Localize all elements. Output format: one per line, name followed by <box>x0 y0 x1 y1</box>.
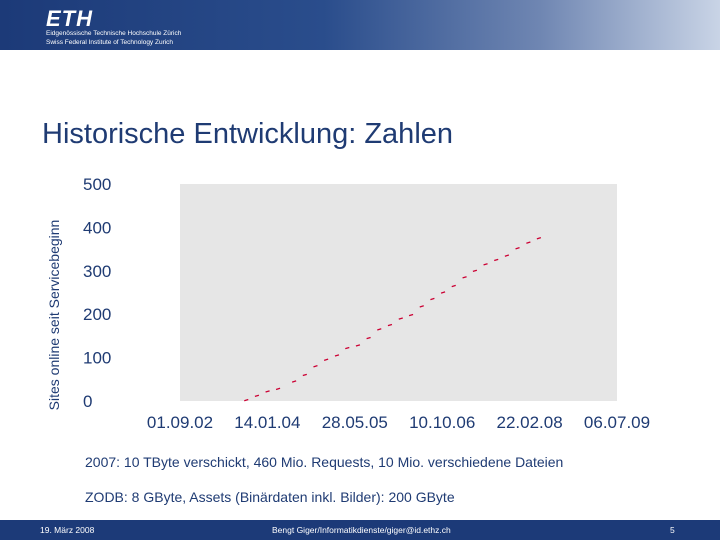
footer-bar: 19. März 2008 Bengt Giger/Informatikdien… <box>0 520 720 540</box>
data-point <box>254 394 260 398</box>
x-tick-label: 01.09.02 <box>147 413 213 432</box>
data-point <box>526 241 531 244</box>
data-point <box>313 365 318 368</box>
eth-logo: ETH <box>46 6 93 31</box>
x-tick-label: 28.05.05 <box>322 413 388 432</box>
footer-page-number: 5 <box>670 525 675 535</box>
y-tick-labels: 0 100 200 300 400 500 <box>83 175 111 411</box>
data-point <box>377 328 382 331</box>
y-tick-label: 500 <box>83 175 111 194</box>
data-point <box>355 344 361 347</box>
data-point <box>536 237 542 240</box>
stats-note-zodb: ZODB: 8 GByte, Assets (Binärdaten inkl. … <box>85 489 455 505</box>
slide-title: Historische Entwicklung: Zahlen <box>42 118 454 150</box>
data-point <box>302 373 307 377</box>
data-points <box>244 237 542 402</box>
data-point <box>462 276 467 279</box>
data-point <box>419 305 424 308</box>
x-tick-label: 22.02.08 <box>497 413 563 432</box>
plot-area <box>180 184 617 401</box>
data-point <box>483 263 488 266</box>
y-tick-label: 300 <box>83 262 111 281</box>
data-point <box>366 336 371 340</box>
data-point <box>472 269 478 273</box>
y-tick-label: 100 <box>83 349 111 368</box>
data-point <box>265 390 270 393</box>
data-point <box>387 323 393 327</box>
data-point <box>345 346 350 350</box>
x-tick-label: 06.07.09 <box>584 413 650 432</box>
data-point <box>398 317 403 320</box>
x-tick-label: 10.10.06 <box>409 413 475 432</box>
footer-date: 19. März 2008 <box>40 525 95 535</box>
eth-logo-line2: Swiss Federal Institute of Technology Zu… <box>46 39 174 46</box>
data-point <box>504 254 510 257</box>
data-point <box>244 398 249 402</box>
data-point <box>440 291 446 294</box>
data-point <box>430 297 435 301</box>
eth-header-bar: ETH Eidgenössische Technische Hochschule… <box>0 0 720 50</box>
data-point <box>494 258 499 262</box>
footer-author: Bengt Giger/Informatikdienste/giger@id.e… <box>272 525 451 535</box>
y-tick-label: 0 <box>83 392 92 411</box>
stats-note-2007: 2007: 10 TByte verschickt, 460 Mio. Requ… <box>85 454 564 470</box>
x-tick-labels: 01.09.02 14.01.04 28.05.05 10.10.06 22.02.08… <box>147 413 650 432</box>
data-point <box>275 387 281 391</box>
y-tick-label: 400 <box>83 218 111 237</box>
x-tick-label: 14.01.04 <box>234 413 300 432</box>
data-point <box>334 354 340 357</box>
eth-logo-line1: Eidgenössische Technische Hochschule Zür… <box>46 30 182 37</box>
data-point <box>451 284 456 288</box>
y-tick-label: 200 <box>83 305 111 324</box>
data-point <box>291 380 297 383</box>
data-point <box>515 247 520 250</box>
data-point <box>408 313 414 317</box>
data-point <box>323 358 329 361</box>
